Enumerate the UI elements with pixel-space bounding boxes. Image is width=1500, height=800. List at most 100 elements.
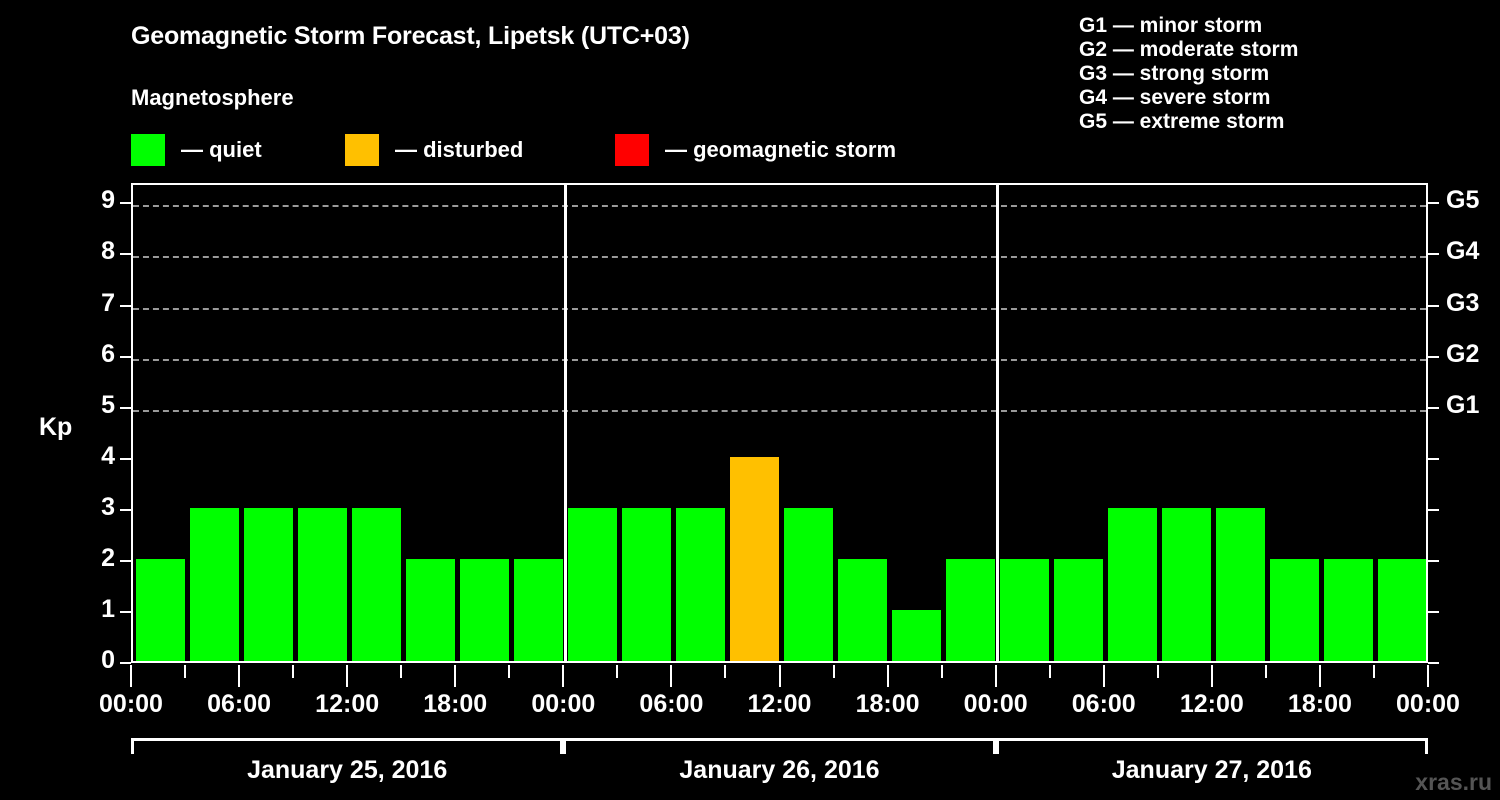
y-axis-title: Kp <box>39 413 73 441</box>
x-tick-label: 06:00 <box>1071 690 1136 718</box>
x-tick <box>1102 665 1105 687</box>
y-tick-label-8: 8 <box>101 237 115 266</box>
kp-bar <box>189 507 239 661</box>
y-tick-right-6 <box>1428 355 1439 358</box>
kp-bar <box>405 558 455 661</box>
kp-bar <box>1000 558 1050 661</box>
gscale-legend: G1 — minor storm G2 — moderate storm G3 — … <box>1079 14 1298 134</box>
y-tick-left-2 <box>120 559 131 562</box>
magnetosphere-heading: Magnetosphere <box>131 85 294 110</box>
kp-bar <box>1108 507 1158 661</box>
kp-bar <box>351 507 401 661</box>
kp-bar <box>567 507 617 661</box>
y-tick-label-6: 6 <box>101 339 115 368</box>
gscale-row-g5: G5 — extreme storm <box>1079 110 1285 133</box>
day-bracket-2 <box>563 738 996 754</box>
x-tick-label: 12:00 <box>747 690 812 718</box>
kp-bar <box>1054 558 1104 661</box>
gridline-kp-6 <box>133 358 1426 361</box>
x-tick-label: 18:00 <box>1287 690 1352 718</box>
legend-label-storm: — geomagnetic storm <box>665 137 897 162</box>
x-tick <box>1210 665 1213 687</box>
legend-entry-disturbed: — disturbed <box>345 133 523 167</box>
legend-swatch-quiet <box>131 134 165 166</box>
y-tick-label-4: 4 <box>101 441 115 470</box>
x-tick <box>724 665 727 678</box>
gscale-row-g1: G1 — minor storm <box>1079 14 1263 37</box>
legend-label-disturbed: — disturbed <box>395 137 524 162</box>
y-tick-right-1 <box>1428 610 1439 613</box>
x-tick <box>832 665 835 678</box>
y-tick-right-5 <box>1428 406 1439 409</box>
g-scale-tick-label-g3: G3 <box>1446 288 1480 317</box>
kp-bar <box>892 609 942 661</box>
g-scale-tick-label-g5: G5 <box>1446 186 1480 215</box>
x-tick <box>238 665 241 687</box>
y-tick-left-0 <box>120 662 131 664</box>
legend-swatch-disturbed <box>345 134 379 166</box>
x-tick <box>886 665 889 687</box>
kp-bar <box>838 558 888 661</box>
x-tick <box>346 665 349 687</box>
kp-bar <box>297 507 347 661</box>
kp-bar <box>784 507 834 661</box>
x-tick <box>562 665 565 687</box>
x-tick-label: 18:00 <box>855 690 920 718</box>
day-bracket-1 <box>131 738 564 754</box>
kp-bar <box>459 558 509 661</box>
kp-bar <box>1216 507 1266 661</box>
kp-bar <box>513 558 563 661</box>
legend-entry-storm: — geomagnetic storm <box>615 133 896 167</box>
kp-bar <box>1270 558 1320 661</box>
day-separator-3 <box>996 185 1000 661</box>
kp-bar <box>1378 558 1426 661</box>
x-tick <box>1264 665 1267 678</box>
y-tick-label-1: 1 <box>101 594 115 623</box>
x-tick <box>1427 665 1429 687</box>
kp-bar <box>729 456 779 661</box>
y-tick-right-3 <box>1428 508 1439 511</box>
y-tick-left-6 <box>120 355 131 358</box>
day-caption-3: January 27, 2016 <box>1111 756 1312 784</box>
y-tick-left-8 <box>120 253 131 256</box>
x-tick <box>454 665 457 687</box>
x-tick <box>1156 665 1159 678</box>
kp-bar <box>243 507 293 661</box>
kp-bar <box>135 558 185 661</box>
y-tick-right-9 <box>1428 202 1439 205</box>
x-tick <box>292 665 295 678</box>
gridline-kp-7 <box>133 307 1426 310</box>
x-tick-label: 06:00 <box>639 690 704 718</box>
y-tick-left-7 <box>120 304 131 307</box>
legend-swatch-storm <box>615 134 649 166</box>
x-tick <box>130 665 132 687</box>
x-tick-label: 00:00 <box>1396 690 1460 718</box>
y-tick-left-5 <box>120 406 131 409</box>
y-tick-left-9 <box>120 202 131 205</box>
kp-chart-plot-area <box>131 183 1428 663</box>
legend-label-quiet: — quiet <box>181 137 262 162</box>
day-separator-2 <box>563 185 567 661</box>
g-scale-tick-label-g4: G4 <box>1446 237 1480 266</box>
legend-entry-quiet: — quiet <box>131 133 262 167</box>
x-tick-label: 12:00 <box>1179 690 1244 718</box>
gridline-kp-5 <box>133 409 1426 412</box>
y-tick-label-7: 7 <box>101 288 115 317</box>
y-tick-left-1 <box>120 610 131 613</box>
x-tick <box>940 665 943 678</box>
x-tick <box>400 665 403 678</box>
day-caption-2: January 26, 2016 <box>679 756 880 784</box>
x-tick <box>508 665 511 678</box>
y-tick-right-8 <box>1428 253 1439 256</box>
y-tick-right-2 <box>1428 559 1439 562</box>
x-tick-label: 18:00 <box>423 690 488 718</box>
x-tick <box>1372 665 1375 678</box>
day-caption-1: January 25, 2016 <box>247 756 448 784</box>
kp-bar <box>1324 558 1374 661</box>
x-tick <box>616 665 619 678</box>
y-tick-right-7 <box>1428 304 1439 307</box>
x-tick-label: 00:00 <box>531 690 596 718</box>
kp-bar <box>621 507 671 661</box>
kp-bar <box>946 558 996 661</box>
kp-bar <box>675 507 725 661</box>
